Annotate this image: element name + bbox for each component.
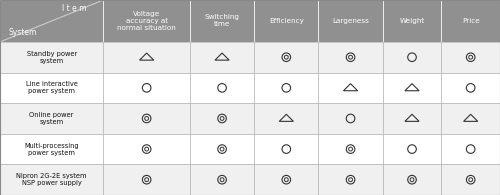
Bar bbox=[442, 0, 500, 42]
Bar bbox=[0, 164, 104, 195]
Bar bbox=[0, 134, 104, 164]
Bar bbox=[104, 164, 190, 195]
Bar bbox=[104, 73, 190, 103]
Bar bbox=[104, 103, 190, 134]
Text: Efficiency: Efficiency bbox=[269, 18, 304, 24]
Text: Voltage
accuracy at
normal situation: Voltage accuracy at normal situation bbox=[118, 11, 176, 31]
Bar bbox=[0, 0, 104, 42]
Bar bbox=[442, 103, 500, 134]
Text: Line interactive
power system: Line interactive power system bbox=[26, 81, 78, 94]
Bar bbox=[104, 0, 190, 42]
Text: Multi-processing
power system: Multi-processing power system bbox=[24, 143, 79, 156]
Bar bbox=[254, 103, 318, 134]
Bar bbox=[442, 42, 500, 73]
Bar bbox=[318, 42, 382, 73]
Bar bbox=[190, 103, 254, 134]
Text: Standby power
system: Standby power system bbox=[26, 51, 77, 64]
Bar bbox=[190, 134, 254, 164]
Bar bbox=[382, 0, 442, 42]
Bar bbox=[254, 0, 318, 42]
Bar bbox=[382, 103, 442, 134]
Bar bbox=[190, 0, 254, 42]
Bar bbox=[318, 0, 382, 42]
Bar bbox=[382, 134, 442, 164]
Bar bbox=[254, 42, 318, 73]
Text: Nipron 2G-2E system
NSP power supply: Nipron 2G-2E system NSP power supply bbox=[16, 173, 87, 186]
Bar bbox=[0, 103, 104, 134]
Bar bbox=[382, 42, 442, 73]
Text: Price: Price bbox=[462, 18, 479, 24]
Text: Online power
system: Online power system bbox=[30, 112, 74, 125]
Bar bbox=[0, 73, 104, 103]
Bar bbox=[104, 42, 190, 73]
Bar bbox=[254, 164, 318, 195]
Bar bbox=[318, 103, 382, 134]
Bar bbox=[190, 73, 254, 103]
Bar bbox=[382, 73, 442, 103]
Bar bbox=[254, 73, 318, 103]
Text: I t e m: I t e m bbox=[62, 4, 86, 13]
Bar bbox=[0, 42, 104, 73]
Bar bbox=[254, 134, 318, 164]
Bar bbox=[442, 134, 500, 164]
Bar bbox=[318, 164, 382, 195]
Bar bbox=[318, 134, 382, 164]
Text: System: System bbox=[8, 28, 37, 37]
Bar bbox=[442, 164, 500, 195]
Bar bbox=[190, 164, 254, 195]
Bar bbox=[190, 42, 254, 73]
Text: Weight: Weight bbox=[400, 18, 424, 24]
Bar bbox=[442, 73, 500, 103]
Text: Largeness: Largeness bbox=[332, 18, 369, 24]
Text: Switching
time: Switching time bbox=[204, 14, 240, 27]
Bar bbox=[318, 73, 382, 103]
Bar bbox=[382, 164, 442, 195]
Bar bbox=[104, 134, 190, 164]
